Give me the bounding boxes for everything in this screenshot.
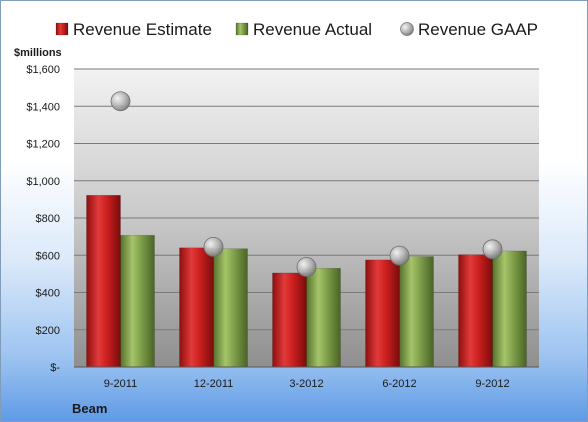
y-tick-label: $1,400 — [26, 101, 60, 113]
legend-swatch-estimate — [55, 22, 69, 36]
gaap-marker-9-2012 — [482, 239, 503, 260]
estimate-bar-12-2011 — [179, 247, 214, 368]
actual-bar-9-2012 — [492, 250, 527, 368]
y-tick-label: $800 — [36, 213, 60, 225]
gaap-marker-3-2012 — [296, 257, 317, 277]
x-tick-label: 9-2011 — [104, 378, 137, 390]
y-tick-label: $1,000 — [26, 176, 60, 188]
actual-bar-6-2012 — [399, 256, 434, 368]
actual-bar-3-2012 — [306, 268, 341, 368]
gaap-marker-12-2011 — [203, 236, 224, 257]
y-tick-label: $400 — [36, 288, 60, 300]
bar-series — [86, 195, 527, 368]
y-tick-label: $600 — [36, 250, 60, 262]
x-tick-label: 9-2012 — [475, 378, 509, 390]
legend-label: Revenue GAAP — [418, 20, 538, 39]
gaap-marker-6-2012 — [389, 245, 410, 266]
chart-legend: Revenue Estimate Revenue Actual Revenue GA… — [55, 20, 538, 39]
x-axis-ticks: 9-2011 12-2011 3-2012 6-2012 9-2012 — [104, 378, 510, 390]
legend-swatch-gaap — [400, 22, 414, 36]
estimate-bar-9-2011 — [86, 195, 121, 368]
estimate-bar-3-2012 — [272, 272, 307, 368]
x-tick-label: 12-2011 — [194, 378, 234, 390]
estimate-bar-6-2012 — [365, 259, 400, 368]
x-tick-label: 3-2012 — [289, 378, 323, 390]
gaap-marker-9-2011 — [110, 91, 131, 112]
actual-bar-12-2011 — [213, 248, 248, 368]
y-tick-label: $200 — [36, 325, 60, 337]
y-tick-label: $- — [50, 362, 60, 374]
y-axis-unit-label: $millions — [14, 47, 62, 59]
y-axis-ticks: $- $200 $400 $600 $800 $1,000 $1,200 $1,400 $1,6… — [26, 64, 60, 374]
company-label: Beam — [72, 401, 107, 416]
legend-label: Revenue Actual — [253, 20, 372, 39]
legend-label: Revenue Estimate — [73, 20, 212, 39]
legend-swatch-actual — [235, 22, 249, 36]
estimate-bar-9-2012 — [458, 254, 493, 368]
gaap-markers — [110, 91, 503, 277]
x-tick-label: 6-2012 — [382, 378, 416, 390]
actual-bar-9-2011 — [120, 235, 155, 368]
y-tick-label: $1,200 — [26, 139, 60, 151]
y-tick-label: $1,600 — [26, 64, 60, 76]
